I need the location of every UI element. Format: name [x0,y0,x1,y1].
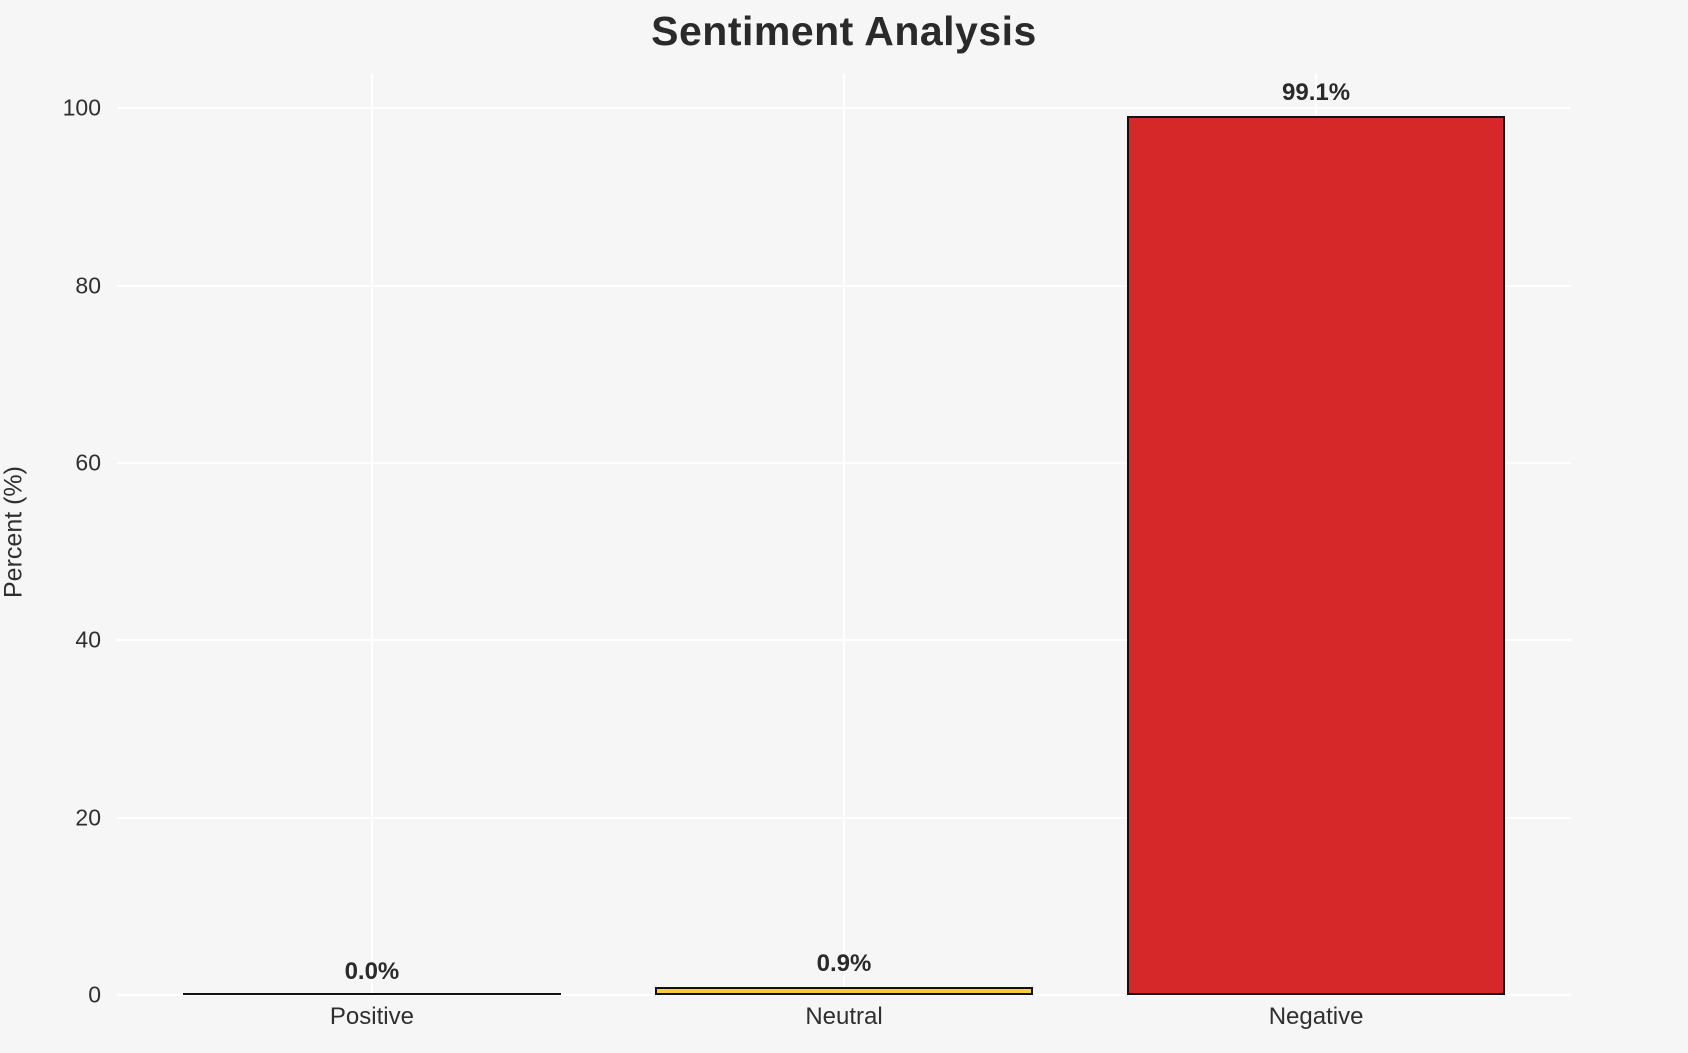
y-tick-label: 80 [75,272,101,299]
x-tick-label-positive: Positive [329,1003,414,1030]
y-tick-label: 100 [62,94,101,121]
y-tick-label: 40 [75,626,101,653]
bar-negative [1127,116,1505,995]
bar-value-label-positive: 0.0% [344,958,400,985]
y-tick-label: 60 [75,449,101,476]
v-gridline [843,73,845,995]
bar-neutral [655,987,1033,995]
bar-value-label-neutral: 0.9% [816,950,872,978]
h-gridline [117,994,1571,996]
bar-positive [183,992,561,995]
y-tick-label: 0 [88,981,101,1008]
v-gridline [370,73,373,995]
y-tick-label: 20 [75,804,101,831]
y-axis-label: Percent (%) [0,466,28,598]
x-tick-label-neutral: Neutral [805,1003,883,1030]
chart-title: Sentiment Analysis [651,8,1037,54]
plot-area: 0 20 40 60 80 100 0.0% 0.9% 99.1% [63,73,1571,1008]
bar-value-label-negative: 99.1% [1282,79,1351,107]
x-tick-label-negative: Negative [1268,1003,1364,1030]
